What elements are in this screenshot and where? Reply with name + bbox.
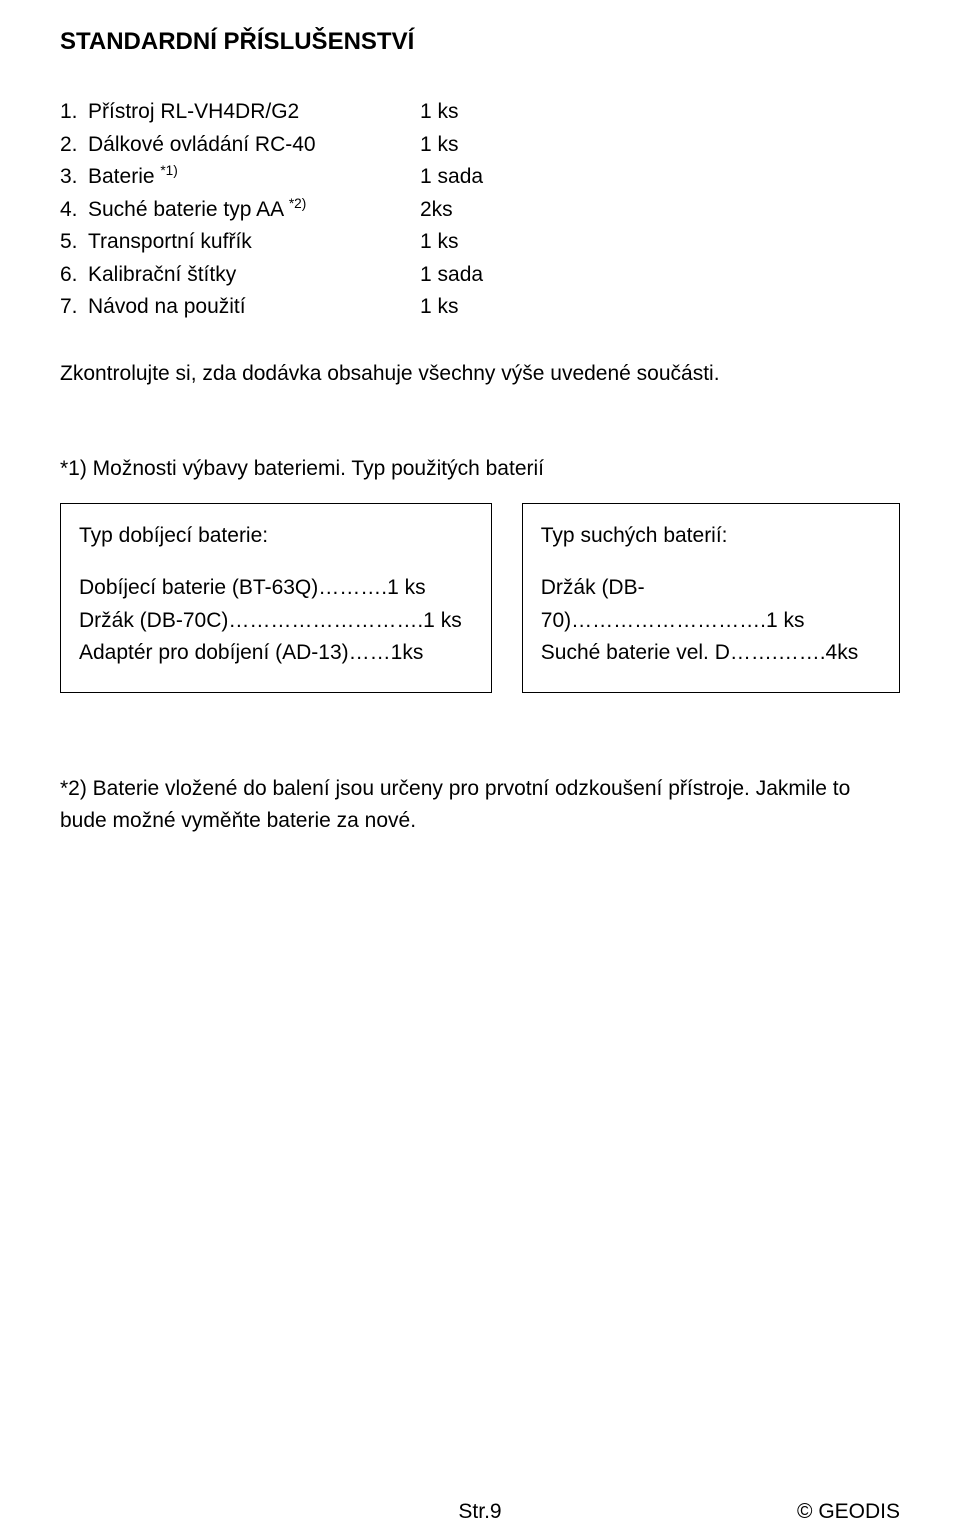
item-number: 6. xyxy=(60,259,88,292)
item-number: 4. xyxy=(60,194,88,227)
item-label: Kalibrační štítky xyxy=(88,259,420,292)
battery-options-note: *1) Možnosti výbavy bateriemi. Typ použi… xyxy=(60,453,900,485)
list-item: 6. Kalibrační štítky 1 sada xyxy=(60,259,900,292)
list-item: 5. Transportní kufřík 1 ks xyxy=(60,226,900,259)
list-item: 4. Suché baterie typ AA *2) 2ks xyxy=(60,194,900,227)
item-label: Transportní kufřík xyxy=(88,226,420,259)
item-number: 7. xyxy=(60,291,88,324)
box-line: Suché baterie vel. D…….…….4ks xyxy=(541,637,881,670)
item-label-text: Kalibrační štítky xyxy=(88,263,236,286)
box-line: Držák (DB-70)……………………….1 ks xyxy=(541,572,881,637)
page-number: Str.9 xyxy=(458,1500,501,1524)
item-qty: 1 ks xyxy=(420,96,459,129)
dry-battery-box: Typ suchých baterií: Držák (DB-70)………………… xyxy=(522,503,900,693)
item-sup: *1) xyxy=(160,163,177,178)
item-number: 1. xyxy=(60,96,88,129)
item-label: Baterie *1) xyxy=(88,161,420,194)
item-label-text: Návod na použití xyxy=(88,295,246,318)
item-label: Návod na použití xyxy=(88,291,420,324)
box-title: Typ dobíjecí baterie: xyxy=(79,520,473,553)
page-footer: Str.9 © GEODIS xyxy=(0,1500,960,1524)
accessories-list: 1. Přístroj RL-VH4DR/G2 1 ks 2. Dálkové … xyxy=(60,96,900,324)
item-number: 3. xyxy=(60,161,88,194)
item-number: 2. xyxy=(60,129,88,162)
item-label: Přístroj RL-VH4DR/G2 xyxy=(88,96,420,129)
item-number: 5. xyxy=(60,226,88,259)
item-label-text: Baterie xyxy=(88,165,160,188)
item-qty: 1 ks xyxy=(420,129,459,162)
item-label-text: Transportní kufřík xyxy=(88,230,252,253)
footnote-2: *2) Baterie vložené do balení jsou určen… xyxy=(60,773,900,836)
list-item: 2. Dálkové ovládání RC-40 1 ks xyxy=(60,129,900,162)
box-line: Držák (DB-70C)……………………….1 ks xyxy=(79,605,473,638)
item-qty: 1 ks xyxy=(420,291,459,324)
check-paragraph: Zkontrolujte si, zda dodávka obsahuje vš… xyxy=(60,358,900,390)
item-sup: *2) xyxy=(289,196,306,211)
box-line: Dobíjecí baterie (BT-63Q)……….1 ks xyxy=(79,572,473,605)
battery-boxes: Typ dobíjecí baterie: Dobíjecí baterie (… xyxy=(60,503,900,693)
item-qty: 1 sada xyxy=(420,161,483,194)
item-label: Dálkové ovládání RC-40 xyxy=(88,129,420,162)
rechargeable-box: Typ dobíjecí baterie: Dobíjecí baterie (… xyxy=(60,503,492,693)
list-item: 1. Přístroj RL-VH4DR/G2 1 ks xyxy=(60,96,900,129)
copyright-icon: © xyxy=(797,1500,812,1523)
item-label-text: Přístroj RL-VH4DR/G2 xyxy=(88,100,299,123)
item-label: Suché baterie typ AA *2) xyxy=(88,194,420,227)
item-qty: 1 sada xyxy=(420,259,483,292)
item-qty: 2ks xyxy=(420,194,453,227)
box-line: Adaptér pro dobíjení (AD-13)……1ks xyxy=(79,637,473,670)
list-item: 3. Baterie *1) 1 sada xyxy=(60,161,900,194)
item-label-text: Dálkové ovládání RC-40 xyxy=(88,133,316,156)
list-item: 7. Návod na použití 1 ks xyxy=(60,291,900,324)
footer-brand: © GEODIS xyxy=(797,1500,900,1524)
page-heading: STANDARDNÍ PŘÍSLUŠENSTVÍ xyxy=(60,28,900,56)
item-label-text: Suché baterie typ AA xyxy=(88,198,289,221)
item-qty: 1 ks xyxy=(420,226,459,259)
box-title: Typ suchých baterií: xyxy=(541,520,881,553)
brand-name: GEODIS xyxy=(818,1500,900,1523)
